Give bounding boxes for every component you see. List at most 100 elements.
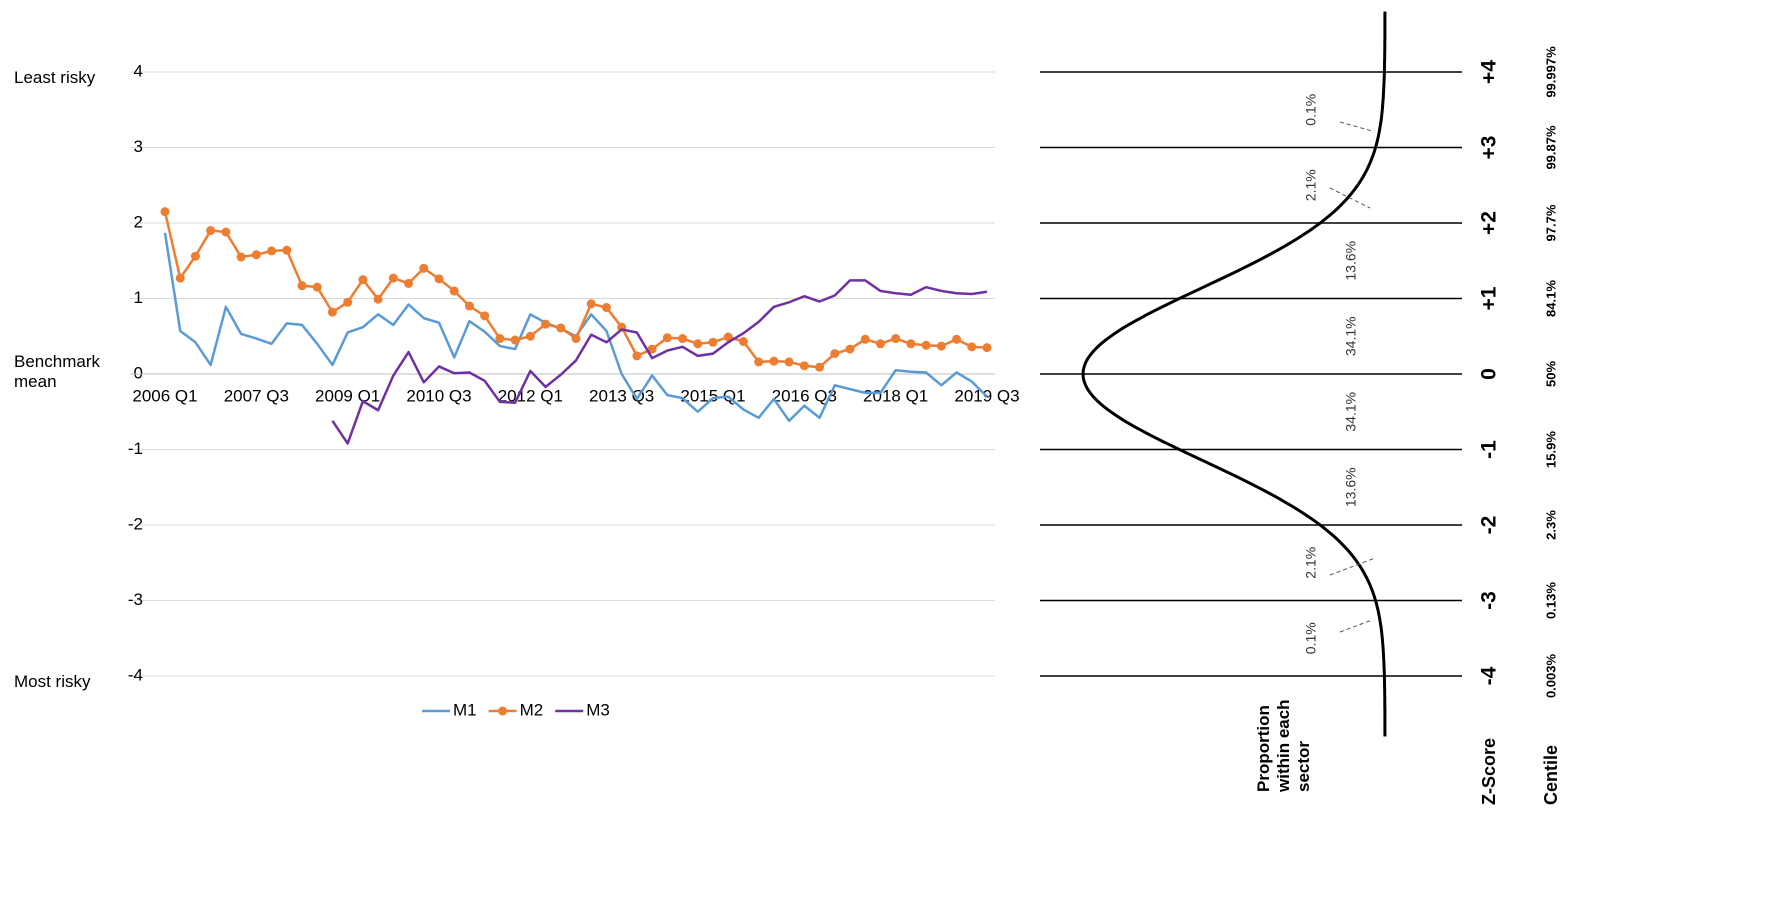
- y-tick-label: -3: [128, 590, 143, 609]
- marker: [632, 351, 642, 361]
- legend-label: M3: [586, 700, 610, 719]
- centile-label: 99.997%: [1543, 46, 1558, 98]
- x-tick-label: 2009 Q1: [315, 386, 380, 405]
- marker: [662, 333, 672, 343]
- marker: [495, 334, 505, 344]
- side-label: Benchmark mean: [14, 352, 100, 391]
- centile-label: 0.13%: [1543, 582, 1558, 619]
- sector-label: 0.1%: [1303, 94, 1319, 126]
- marker: [282, 245, 292, 255]
- side-label: Least risky: [14, 68, 96, 87]
- marker: [449, 286, 459, 296]
- marker: [190, 251, 200, 261]
- leader-line: [1329, 557, 1376, 576]
- centile-header: Centile: [1541, 745, 1561, 805]
- marker: [708, 337, 718, 347]
- marker: [343, 297, 353, 307]
- marker: [251, 250, 261, 260]
- z-tick-label: 0: [1478, 368, 1501, 380]
- marker: [784, 357, 794, 367]
- marker: [358, 275, 368, 285]
- x-tick-label: 2012 Q1: [498, 386, 563, 405]
- marker: [754, 357, 764, 367]
- z-tick-label: +1: [1478, 286, 1501, 310]
- y-tick-label: -4: [128, 665, 143, 684]
- marker: [556, 323, 566, 333]
- sector-label: 34.1%: [1343, 316, 1359, 356]
- marker: [723, 332, 733, 342]
- x-tick-label: 2006 Q1: [132, 386, 197, 405]
- sector-label: 13.6%: [1343, 467, 1359, 507]
- x-tick-label: 2007 Q3: [224, 386, 289, 405]
- sector-label: 2.1%: [1303, 169, 1319, 201]
- marker: [525, 331, 535, 341]
- marker: [875, 339, 885, 349]
- z-tick-label: -3: [1478, 591, 1501, 610]
- centile-label: 2.3%: [1543, 510, 1558, 540]
- y-tick-label: 4: [134, 61, 143, 80]
- marker: [952, 334, 962, 344]
- marker: [541, 319, 551, 329]
- marker: [967, 342, 977, 352]
- y-tick-label: -1: [128, 439, 143, 458]
- marker: [221, 227, 231, 237]
- marker: [830, 349, 840, 359]
- y-tick-label: 0: [134, 363, 143, 382]
- marker: [845, 344, 855, 354]
- z-header: Z-Score: [1479, 738, 1499, 805]
- marker: [206, 226, 216, 236]
- x-tick-label: 2015 Q1: [680, 386, 745, 405]
- z-tick-label: +3: [1478, 136, 1501, 160]
- sector-label: 13.6%: [1343, 241, 1359, 281]
- legend-marker: [498, 706, 508, 716]
- x-tick-label: 2013 Q3: [589, 386, 654, 405]
- marker: [480, 311, 490, 321]
- sector-label: 34.1%: [1343, 392, 1359, 432]
- marker: [327, 307, 337, 317]
- centile-label: 50%: [1543, 361, 1558, 387]
- marker: [738, 337, 748, 347]
- leader-line: [1339, 121, 1373, 132]
- leader-line: [1329, 187, 1371, 209]
- marker: [236, 252, 246, 262]
- x-tick-label: 2016 Q3: [772, 386, 837, 405]
- centile-label: 15.9%: [1543, 431, 1558, 468]
- proportion-header: Proportion within each sector: [1254, 699, 1313, 792]
- marker: [678, 334, 688, 344]
- marker: [419, 263, 429, 273]
- marker: [434, 274, 444, 284]
- marker: [815, 362, 825, 372]
- z-tick-label: -2: [1478, 516, 1501, 535]
- legend-label: M1: [453, 700, 477, 719]
- marker: [860, 334, 870, 344]
- marker: [982, 343, 992, 353]
- centile-label: 0.003%: [1543, 654, 1558, 699]
- side-label: Most risky: [14, 672, 91, 691]
- marker: [388, 273, 398, 283]
- marker: [799, 361, 809, 371]
- marker: [510, 335, 520, 345]
- marker: [175, 273, 185, 283]
- z-tick-label: +4: [1478, 60, 1501, 84]
- series-line: [163, 211, 988, 369]
- marker: [586, 299, 596, 309]
- marker: [312, 282, 322, 292]
- centile-label: 97.7%: [1543, 204, 1558, 241]
- z-tick-label: +2: [1478, 211, 1501, 235]
- series-line: [331, 279, 988, 445]
- sector-label: 2.1%: [1303, 547, 1319, 579]
- marker: [267, 246, 277, 256]
- marker: [601, 303, 611, 313]
- marker: [160, 207, 170, 217]
- legend-label: M2: [520, 700, 544, 719]
- x-tick-label: 2010 Q3: [406, 386, 471, 405]
- y-tick-label: 1: [134, 288, 143, 307]
- z-tick-label: -1: [1478, 440, 1501, 459]
- leader-line: [1339, 619, 1373, 633]
- y-tick-label: 3: [134, 137, 143, 156]
- sector-label: 0.1%: [1303, 622, 1319, 654]
- marker: [693, 339, 703, 349]
- x-tick-label: 2018 Q1: [863, 386, 928, 405]
